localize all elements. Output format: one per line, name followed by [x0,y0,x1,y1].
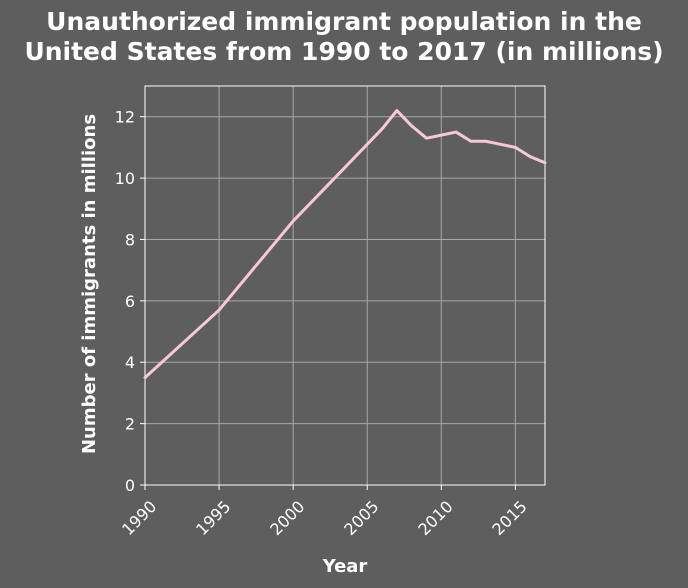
tick-labels: 1990 1995 2000 2005 2010 2015 0 2 4 6 8 10 12 [115,108,531,539]
plot-frame [144,85,546,486]
y-tick-label: 8 [125,230,135,249]
chart-title: Unauthorized immigrant population in the… [24,7,663,66]
x-tick-label: 1995 [192,497,234,539]
chart-title-line-2: United States from 1990 to 2017 (in mill… [24,37,663,66]
y-tick-label: 2 [125,415,135,434]
x-tick-label: 1990 [118,497,160,539]
chart-title-line-1: Unauthorized immigrant population in the [46,7,642,36]
x-tick-label: 2010 [414,497,456,539]
gridlines [144,86,545,486]
axes [140,85,546,490]
y-tick-label: 12 [115,108,135,127]
x-tick-label: 2015 [488,497,530,539]
x-tick-label: 2000 [266,497,308,539]
y-tick-label: 10 [115,169,135,188]
y-axis-label: Number of immigrants in millions [79,114,100,454]
series-line [143,109,547,380]
y-tick-label: 4 [125,353,135,372]
y-tick-label: 0 [125,476,135,495]
x-axis-label: Year [322,556,368,577]
y-tick-label: 6 [125,292,135,311]
data-series [143,109,547,380]
x-tick-label: 2005 [340,497,382,539]
